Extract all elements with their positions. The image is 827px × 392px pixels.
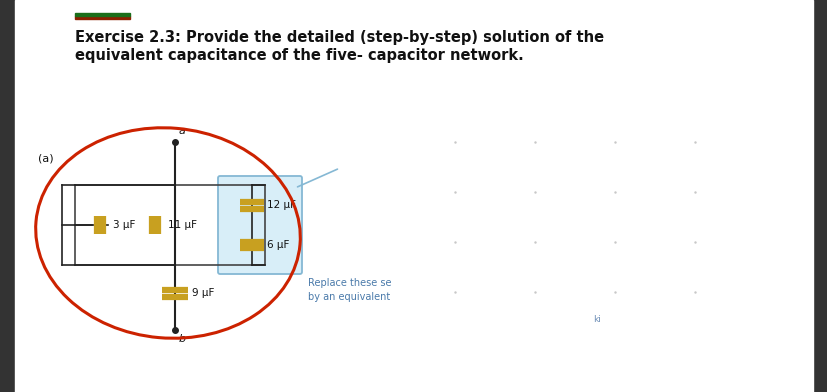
Bar <box>75 185 265 265</box>
Text: b: b <box>179 334 186 344</box>
Text: 3 μF: 3 μF <box>112 220 135 230</box>
Text: 11 μF: 11 μF <box>168 220 197 230</box>
Text: equivalent capacitance of the five- capacitor network.: equivalent capacitance of the five- capa… <box>75 48 523 63</box>
Text: a: a <box>179 126 185 136</box>
Text: 12 μF: 12 μF <box>266 200 295 210</box>
Bar <box>75 16 130 19</box>
Text: (a): (a) <box>38 153 54 163</box>
Bar <box>75 13 130 16</box>
Text: 6 μF: 6 μF <box>266 240 289 250</box>
Text: ki: ki <box>592 315 600 324</box>
Text: 9 μF: 9 μF <box>192 288 214 298</box>
FancyBboxPatch shape <box>218 176 302 274</box>
Text: Exercise 2.3: Provide the detailed (step-by-step) solution of the: Exercise 2.3: Provide the detailed (step… <box>75 30 604 45</box>
Text: by an equivalent: by an equivalent <box>308 292 390 302</box>
Text: Replace these se: Replace these se <box>308 278 391 288</box>
